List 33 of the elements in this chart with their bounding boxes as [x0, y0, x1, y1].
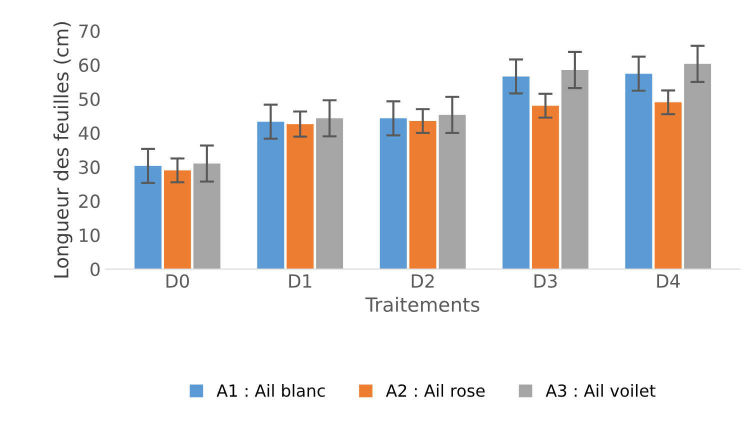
y-tick-label: 0: [90, 262, 100, 276]
bar: [316, 118, 344, 270]
x-tick-label: D0: [166, 274, 189, 288]
y-tick-label: 40: [78, 126, 100, 140]
bar: [380, 118, 407, 270]
bar: [193, 164, 220, 270]
bar: [625, 74, 652, 270]
bar: [654, 102, 682, 270]
bar: [164, 170, 191, 270]
bar: [684, 64, 712, 270]
x-tick-label: D2: [412, 274, 434, 288]
bar: [286, 124, 314, 270]
y-tick-label: 60: [79, 58, 100, 72]
x-tick-label: D4: [657, 274, 680, 288]
legend-label: A3 : Ail voilet: [546, 384, 656, 397]
legend-label: A1 : Ail blanc: [216, 384, 325, 397]
y-axis-title: Longueur des feuilles (cm): [53, 22, 72, 278]
bar: [502, 76, 530, 270]
bar: [134, 166, 162, 270]
x-axis-title: Traitements: [365, 296, 480, 312]
x-tick-label: D3: [534, 274, 557, 288]
y-tick-label: 10: [80, 228, 100, 242]
bar: [532, 106, 559, 270]
y-tick-label: 70: [79, 24, 100, 38]
legend-label: A2 : Ail rose: [386, 384, 485, 397]
y-tick-label: 20: [79, 194, 100, 208]
y-tick-label: 50: [79, 92, 100, 106]
bar: [409, 121, 436, 270]
bar: [561, 70, 588, 270]
bar: [438, 114, 466, 270]
y-tick-label: 30: [79, 160, 100, 174]
x-tick-label: D1: [289, 274, 312, 288]
bar: [257, 122, 284, 270]
